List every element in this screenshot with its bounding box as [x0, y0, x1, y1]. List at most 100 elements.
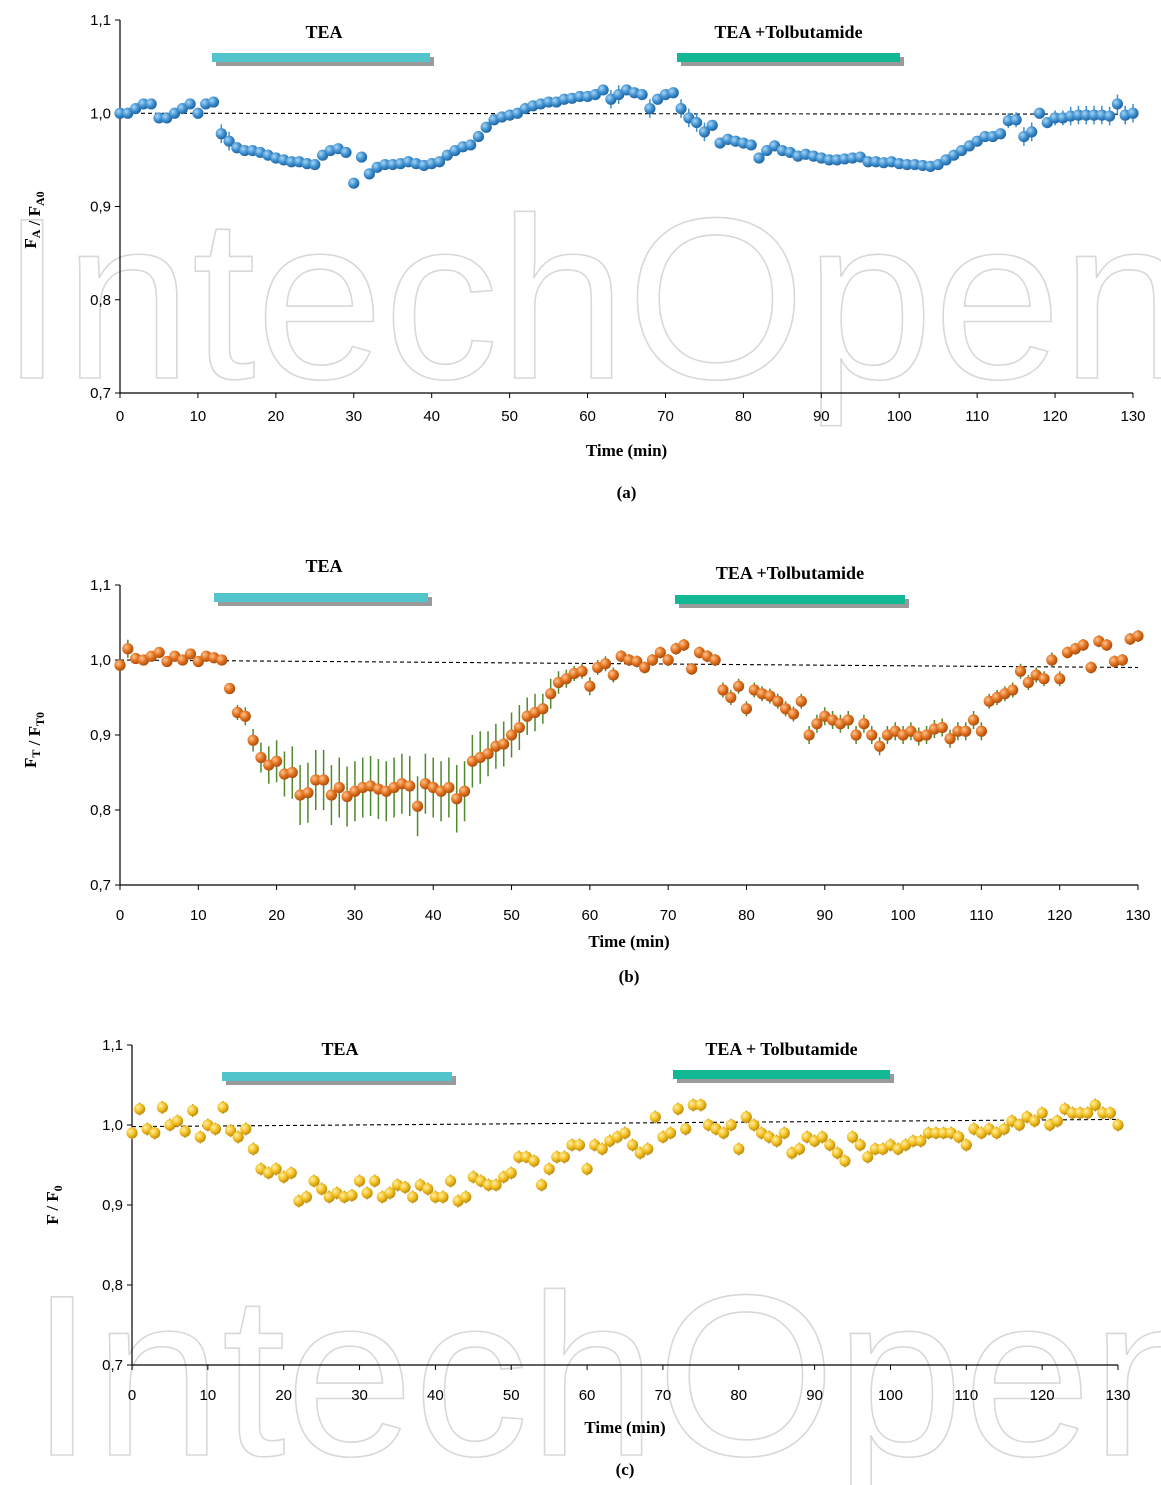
data-point: [607, 669, 619, 681]
data-point: [576, 665, 588, 677]
data-point: [286, 766, 298, 779]
data-point: [384, 1187, 396, 1199]
data-point: [1072, 109, 1085, 121]
y-tick-label: 0,7: [90, 385, 111, 402]
data-point: [596, 1143, 608, 1155]
data-point: [558, 1151, 570, 1163]
treatment-bar: [677, 53, 900, 62]
data-point: [537, 703, 549, 715]
data-point: [803, 729, 815, 741]
data-point: [232, 1131, 244, 1143]
treatment-label: TEA +Tolbutamide: [716, 563, 864, 583]
data-point: [631, 655, 643, 668]
data-point: [316, 1183, 328, 1195]
data-point: [771, 1135, 783, 1147]
data-point: [740, 703, 753, 715]
data-point: [795, 695, 807, 707]
data-point: [725, 691, 737, 704]
x-tick-label: 110: [954, 1387, 978, 1404]
data-point: [733, 1143, 745, 1155]
data-point: [998, 1123, 1010, 1135]
data-point: [667, 87, 679, 99]
data-point: [967, 714, 980, 726]
y-tick-label: 0,9: [90, 727, 111, 744]
data-point: [1013, 1119, 1025, 1131]
data-point: [498, 738, 510, 750]
data-point: [353, 1175, 366, 1187]
data-point: [953, 1131, 965, 1143]
x-axis-label: Time (min): [586, 441, 667, 460]
data-point: [270, 1163, 282, 1175]
x-tick-label: 0: [116, 408, 124, 425]
x-tick-label: 130: [1105, 1387, 1130, 1404]
data-point: [1054, 673, 1066, 685]
data-point: [581, 1163, 593, 1175]
x-tick-label: 50: [501, 408, 518, 425]
data-point: [979, 130, 991, 143]
data-point: [348, 177, 360, 189]
x-tick-label: 70: [657, 408, 674, 425]
y-tick-label: 0,8: [90, 292, 111, 309]
data-point: [149, 1127, 161, 1139]
data-point: [619, 1127, 631, 1139]
data-point: [156, 1101, 168, 1113]
data-point: [505, 729, 518, 741]
data-point: [122, 643, 134, 655]
data-point: [361, 1187, 373, 1199]
data-point: [846, 1131, 859, 1143]
data-point: [854, 1139, 866, 1151]
data-point: [584, 680, 596, 692]
x-tick-label: 80: [735, 408, 752, 425]
data-point: [1080, 109, 1092, 121]
data-point: [1111, 98, 1124, 110]
data-point: [850, 729, 862, 741]
data-point: [920, 729, 933, 741]
data-point: [691, 116, 703, 129]
data-point: [811, 718, 823, 730]
data-point: [482, 748, 494, 760]
x-tick-label: 120: [1030, 1387, 1055, 1404]
data-point: [1132, 630, 1144, 642]
data-point: [1038, 673, 1050, 685]
data-point: [672, 1103, 684, 1115]
data-point: [407, 1191, 419, 1203]
data-point: [240, 1123, 252, 1135]
x-tick-label: 40: [427, 1387, 444, 1404]
x-tick-label: 70: [660, 907, 677, 924]
y-tick-label: 1,0: [90, 105, 111, 122]
data-point: [1077, 639, 1089, 651]
x-tick-label: 110: [965, 408, 989, 425]
x-tick-label: 0: [128, 1387, 136, 1404]
data-point: [325, 789, 338, 801]
y-tick-label: 1,1: [90, 12, 111, 29]
data-point: [654, 646, 666, 659]
x-tick-label: 130: [1125, 907, 1150, 924]
data-point: [535, 1179, 548, 1191]
data-point: [695, 1099, 707, 1111]
data-point: [422, 1183, 434, 1195]
data-point: [717, 684, 729, 696]
data-point: [310, 774, 322, 786]
data-point: [177, 654, 189, 666]
data-point: [184, 648, 197, 660]
x-tick-label: 10: [190, 408, 207, 425]
data-point: [1104, 1107, 1117, 1119]
treatment-bar: [214, 593, 428, 602]
data-point: [944, 733, 956, 745]
data-point: [443, 781, 455, 794]
watermarks: IntechOpen IntechOpen: [0, 169, 1161, 1485]
data-point: [285, 1167, 297, 1179]
data-point: [239, 144, 251, 157]
data-point: [225, 1125, 237, 1137]
data-point: [308, 1175, 320, 1187]
data-point: [778, 1127, 790, 1139]
x-tick-label: 100: [887, 408, 912, 425]
data-point: [399, 1181, 411, 1193]
data-point: [458, 785, 471, 797]
data-point: [224, 682, 236, 695]
data-point: [1127, 107, 1139, 119]
data-point: [1082, 1107, 1094, 1119]
x-tick-label: 100: [878, 1387, 903, 1404]
data-point: [1104, 110, 1116, 122]
